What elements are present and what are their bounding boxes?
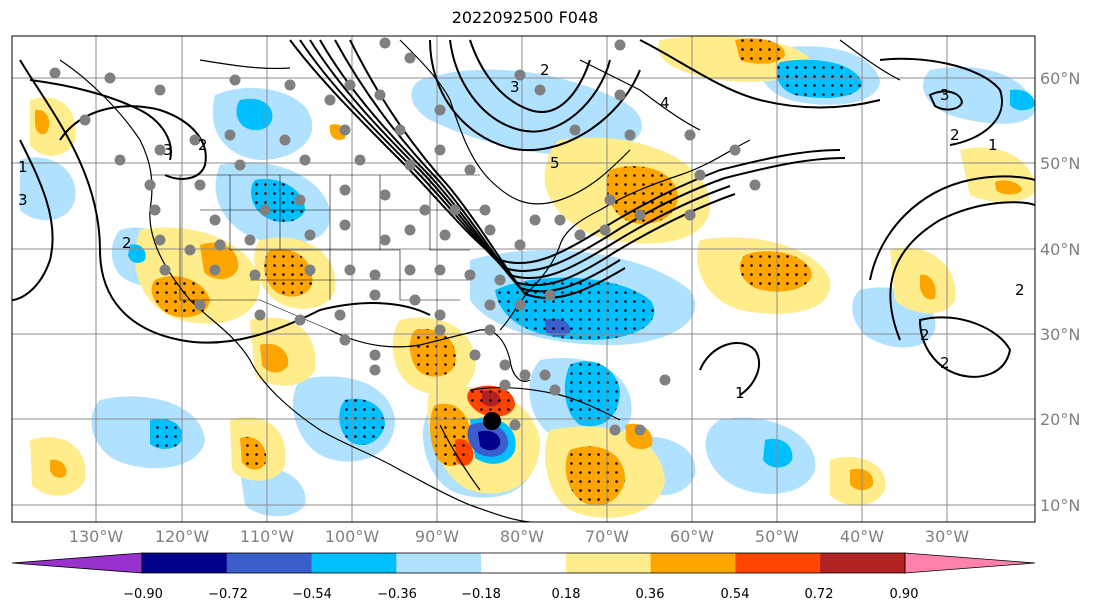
lat-label: 60°N	[1040, 69, 1080, 88]
contour-label: 1	[18, 158, 28, 176]
contour-labels: 3 2 1 3 2 5 4 3 2 1 3 2 2 1 2 2	[18, 61, 1025, 402]
colorbar-extend-high	[904, 552, 1036, 574]
colorbar-segment	[735, 553, 821, 573]
lat-label: 20°N	[1040, 410, 1080, 429]
colorbar-tick-label: 0.54	[721, 587, 750, 602]
lon-label: 40°W	[840, 527, 884, 546]
colorbar-tick-label: 0.18	[552, 587, 581, 602]
storm-center-marker	[483, 412, 501, 430]
contour-label: 2	[950, 126, 960, 144]
colorbar-tick-label: 0.72	[805, 587, 834, 602]
anomaly-field	[20, 36, 1035, 518]
colorbar-segment	[650, 553, 736, 573]
colorbar-tick-label: 0.90	[890, 587, 919, 602]
lon-label: 30°W	[925, 527, 969, 546]
contour-label: 3	[940, 86, 950, 104]
significance-stippling	[150, 38, 862, 506]
contour-label: 1	[988, 136, 998, 154]
longitude-labels: 130°W 120°W 110°W 100°W 90°W 80°W 70°W 6…	[69, 527, 969, 546]
colorbar-tick-label: 0.36	[636, 587, 665, 602]
colorbar-segment	[481, 553, 567, 573]
contour-label: 2	[1015, 281, 1025, 299]
map-title: 2022092500 F048	[451, 8, 599, 27]
map-frame	[11, 35, 1036, 523]
contour-label: 1	[735, 384, 745, 402]
lat-label: 30°N	[1040, 325, 1080, 344]
colorbar-tick-label: −0.72	[208, 587, 248, 602]
colorbar-tick-label: −0.90	[123, 587, 163, 602]
lon-label: 90°W	[415, 527, 459, 546]
lon-label: 60°W	[670, 527, 714, 546]
colorbar-segment	[565, 553, 652, 573]
coastlines	[59, 39, 901, 522]
contour-label: 3	[163, 141, 173, 159]
lat-label: 40°N	[1040, 240, 1080, 259]
contour-label: 3	[18, 191, 28, 209]
contour-label: 5	[550, 154, 560, 172]
station-markers	[49, 37, 761, 436]
colorbar	[11, 552, 1036, 574]
lat-label: 10°N	[1040, 496, 1080, 515]
colorbar-segment	[226, 553, 313, 573]
contour-label: 2	[920, 326, 930, 344]
lon-label: 120°W	[155, 527, 210, 546]
colorbar-segment	[396, 553, 482, 573]
latitude-labels: 60°N 50°N 40°N 30°N 20°N 10°N	[1040, 69, 1080, 515]
colorbar-tick-labels: −0.90 −0.72 −0.54 −0.36 −0.18 0.18 0.36 …	[123, 587, 918, 602]
colorbar-segment	[311, 553, 397, 573]
contour-label: 2	[198, 136, 208, 154]
lon-label: 110°W	[240, 527, 295, 546]
lon-label: 80°W	[500, 527, 544, 546]
colorbar-tick-label: −0.36	[377, 587, 417, 602]
colorbar-tick-label: −0.18	[461, 587, 501, 602]
contour-label: 2	[122, 234, 132, 252]
contours	[12, 39, 1035, 396]
colorbar-tick-label: −0.54	[292, 587, 332, 602]
contour-label: 2	[940, 354, 950, 372]
contour-label: 3	[510, 78, 520, 96]
contour-label: 2	[540, 61, 550, 79]
lon-label: 130°W	[69, 527, 124, 546]
colorbar-segment	[820, 553, 906, 573]
lon-label: 50°W	[755, 527, 799, 546]
colorbar-segment	[142, 553, 228, 573]
colorbar-outline	[141, 552, 906, 574]
lon-label: 70°W	[585, 527, 629, 546]
negative-anomaly-max	[478, 430, 501, 451]
lon-label: 100°W	[325, 527, 380, 546]
contour-label: 4	[660, 94, 670, 112]
lat-label: 50°N	[1040, 154, 1080, 173]
colorbar-extend-low	[11, 552, 143, 574]
